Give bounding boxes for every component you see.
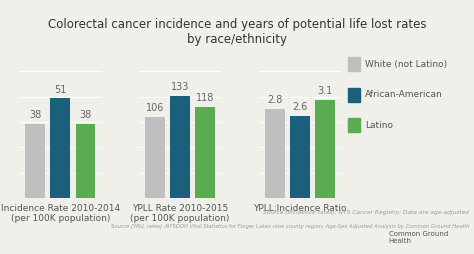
Text: 38: 38 [79, 110, 91, 120]
Text: Common Ground
Health: Common Ground Health [389, 231, 448, 244]
Text: 51: 51 [54, 85, 66, 95]
Bar [265, 109, 285, 198]
Bar [75, 124, 95, 198]
Bar [290, 116, 310, 198]
Bar [195, 107, 215, 198]
Text: White (not Latino): White (not Latino) [365, 60, 447, 69]
Text: 118: 118 [196, 93, 214, 103]
Text: 2.8: 2.8 [267, 96, 283, 105]
Text: Source (YPLL rates) :NYSDOH Vital Statistics for Finger Lakes nine county region: Source (YPLL rates) :NYSDOH Vital Statis… [110, 224, 469, 229]
Bar [145, 117, 165, 198]
Text: 2.6: 2.6 [292, 102, 308, 112]
Text: Colorectal cancer incidence and years of potential life lost rates
by race/ethni: Colorectal cancer incidence and years of… [48, 18, 426, 46]
Bar [170, 96, 190, 198]
Text: 133: 133 [171, 82, 189, 92]
X-axis label: Incidence Rate 2010-2014
(per 100K population): Incidence Rate 2010-2014 (per 100K popul… [1, 204, 120, 223]
X-axis label: YPLL Rate 2010-2015
(per 100K population): YPLL Rate 2010-2015 (per 100K population… [130, 204, 230, 223]
Text: 3.1: 3.1 [318, 86, 333, 96]
Text: African-American: African-American [365, 90, 443, 99]
Bar [50, 99, 70, 198]
Text: 38: 38 [29, 110, 41, 120]
Bar [25, 124, 45, 198]
Text: 106: 106 [146, 103, 164, 113]
Text: Source (incidence rates): NYS Cancer Registry; Data are age-adjusted: Source (incidence rates): NYS Cancer Reg… [264, 210, 469, 215]
Bar [315, 100, 335, 198]
Text: Latino: Latino [365, 121, 393, 130]
X-axis label: YPLL:Incidence Ratio: YPLL:Incidence Ratio [253, 204, 346, 213]
